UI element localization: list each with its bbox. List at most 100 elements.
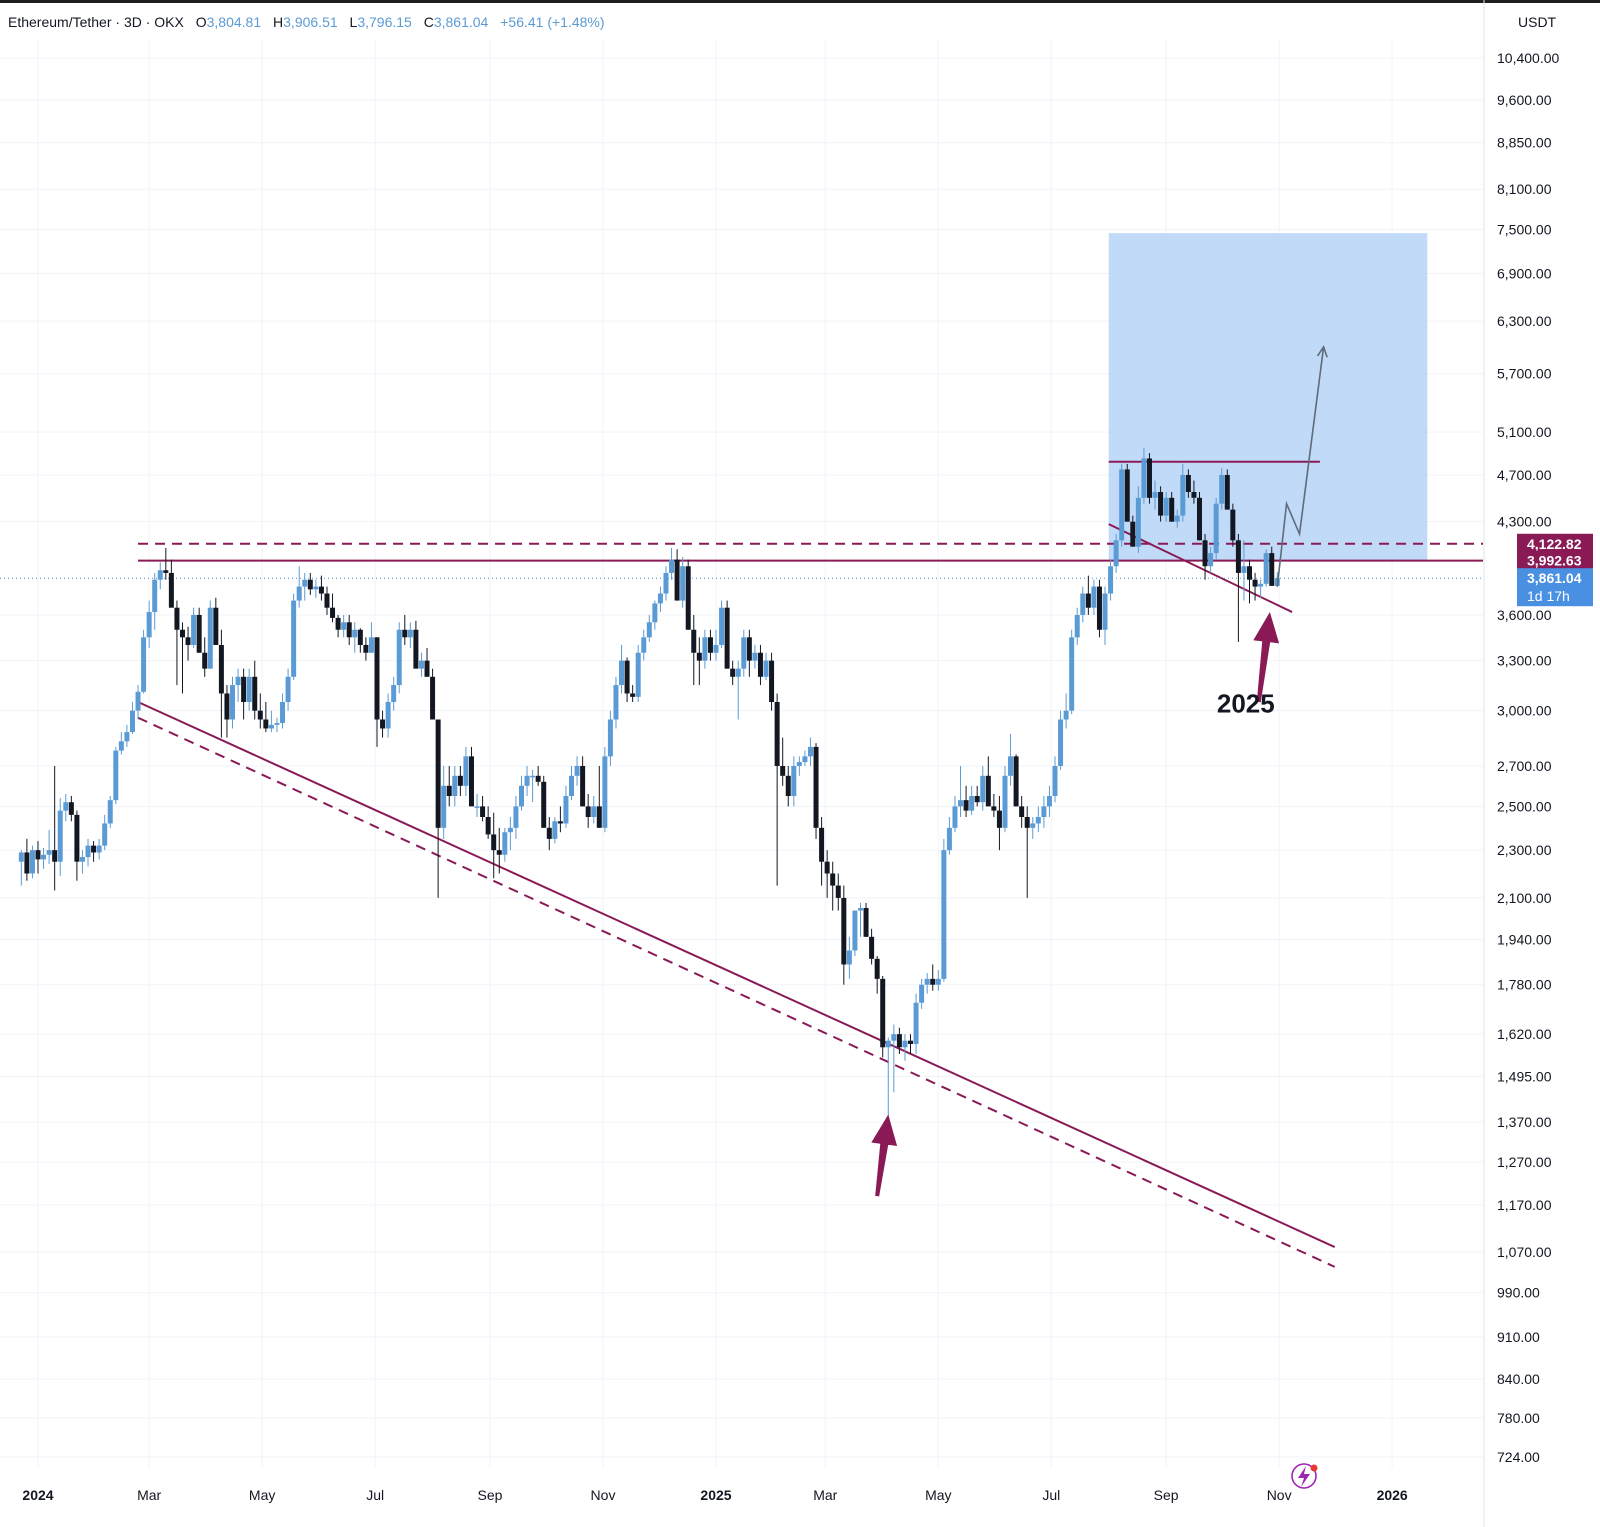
candle xyxy=(352,622,358,653)
candle-body xyxy=(880,978,886,1048)
candle xyxy=(1041,795,1047,828)
candle-body xyxy=(802,756,808,763)
candle xyxy=(463,746,469,796)
candle xyxy=(591,795,597,824)
candle xyxy=(491,812,497,879)
candle xyxy=(774,693,780,886)
candle xyxy=(1130,515,1136,547)
candle-body xyxy=(307,579,313,590)
candle xyxy=(324,586,330,615)
candle-body xyxy=(696,652,702,661)
candle xyxy=(1008,733,1014,786)
candle-body xyxy=(313,586,319,590)
candle xyxy=(85,838,91,867)
candle xyxy=(958,765,964,817)
candle xyxy=(235,668,241,702)
candle-body xyxy=(1091,586,1097,608)
candle-body xyxy=(196,614,202,653)
candle xyxy=(485,806,491,839)
candle xyxy=(702,629,708,669)
candle-body xyxy=(1035,816,1041,824)
candle-body xyxy=(357,629,363,645)
time-axis[interactable]: 2024 Mar May Jul Sep Nov 2025 Mar May Jul Sep Nov 20… xyxy=(22,1487,1408,1503)
price-tick-label: 1,070.00 xyxy=(1497,1244,1552,1260)
candle-body xyxy=(441,785,447,828)
price-axis[interactable]: 10,400.00 9,600.00 8,850.00 8,100.00 7,500.0… xyxy=(1497,50,1559,1465)
price-badge-bg xyxy=(1517,533,1593,554)
candle-body xyxy=(1263,553,1269,584)
candle-body xyxy=(574,765,580,776)
candle xyxy=(1013,754,1019,807)
candle-body xyxy=(496,850,502,855)
candle-body xyxy=(641,637,647,653)
candle-body xyxy=(969,795,975,811)
candle xyxy=(357,628,363,653)
candle xyxy=(135,685,141,720)
candle xyxy=(685,559,691,630)
candle xyxy=(513,795,519,839)
candle-body xyxy=(1258,583,1264,587)
price-tick-label: 5,100.00 xyxy=(1497,424,1552,440)
candle-body xyxy=(52,850,58,862)
candle xyxy=(46,830,52,865)
candle-body xyxy=(285,676,291,702)
candle xyxy=(752,644,758,669)
candle-body xyxy=(202,652,208,669)
candle-body xyxy=(835,885,841,898)
candle-body xyxy=(685,566,691,630)
candle-body xyxy=(1247,566,1253,580)
candle xyxy=(418,652,424,677)
candle xyxy=(908,1034,914,1054)
candle xyxy=(285,668,291,711)
time-tick-label: Nov xyxy=(591,1487,616,1503)
time-tick-label: Sep xyxy=(1154,1487,1179,1503)
candle-body xyxy=(757,652,763,677)
candle-body xyxy=(174,607,180,630)
support-trendline-dashed-line xyxy=(137,716,1336,1268)
symbol-name[interactable]: Ethereum/Tether · 3D · OKX xyxy=(8,14,184,30)
candle xyxy=(280,693,286,729)
candle-body xyxy=(24,852,30,874)
candle xyxy=(1135,486,1141,554)
annotation-2025: 2025 xyxy=(1217,688,1275,718)
candle-body xyxy=(280,701,286,724)
candle xyxy=(807,737,813,766)
candle xyxy=(674,549,680,601)
time-tick-label: May xyxy=(249,1487,275,1503)
candle xyxy=(791,756,797,807)
candle xyxy=(819,816,825,886)
candle xyxy=(552,816,558,844)
candle-body xyxy=(91,845,97,853)
candle xyxy=(218,629,224,738)
candle xyxy=(1252,572,1258,601)
candle-body xyxy=(1163,497,1169,516)
candle xyxy=(985,756,991,807)
currency-label[interactable]: USDT xyxy=(1518,14,1557,30)
candle-body xyxy=(318,586,324,594)
candle xyxy=(535,765,541,786)
candle xyxy=(330,593,336,623)
candle xyxy=(1024,806,1030,898)
candle xyxy=(563,785,569,828)
candle-body xyxy=(657,593,663,604)
candle xyxy=(596,765,602,828)
price-tick-label: 1,780.00 xyxy=(1497,977,1552,993)
time-tick-label: Mar xyxy=(813,1487,837,1503)
symbol-legend[interactable]: Ethereum/Tether · 3D · OKX O3,804.81 H3,… xyxy=(8,14,605,30)
support-trendline-line xyxy=(137,701,1336,1248)
candle xyxy=(813,743,819,839)
candle-body xyxy=(774,701,780,766)
candle xyxy=(863,902,869,937)
candle-body xyxy=(1158,492,1164,516)
lightning-icon[interactable] xyxy=(1291,1463,1318,1489)
candle xyxy=(196,607,202,653)
candle-body xyxy=(207,607,213,669)
candle xyxy=(174,600,180,686)
candle xyxy=(1096,579,1102,638)
price-tick-label: 3,600.00 xyxy=(1497,607,1552,623)
candle xyxy=(707,629,713,661)
candle xyxy=(830,861,836,911)
price-tick-label: 3,300.00 xyxy=(1497,653,1552,669)
candle-body xyxy=(413,629,419,669)
